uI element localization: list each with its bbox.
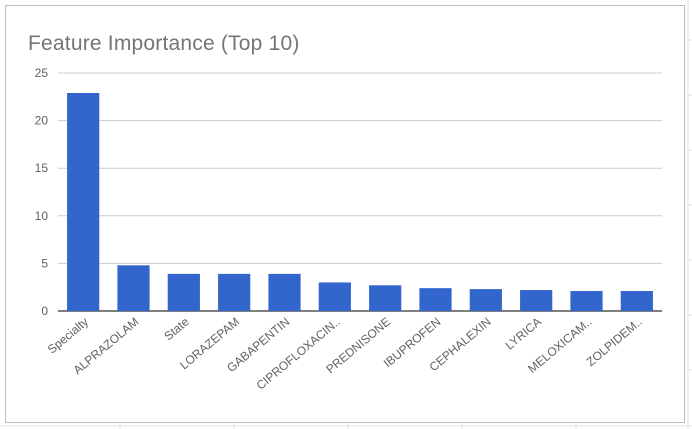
bar	[419, 288, 452, 311]
y-tick-label: 0	[41, 304, 48, 318]
x-tick-label: LYRICA	[503, 315, 545, 353]
y-tick-label: 10	[35, 209, 49, 223]
y-tick-label: 25	[35, 66, 49, 80]
x-tick-label: ZOLPIDEM..	[584, 315, 645, 369]
bar	[369, 285, 402, 311]
y-tick-label: 15	[35, 161, 49, 175]
y-tick-label: 5	[41, 256, 48, 270]
x-tick-label: CIPROFLOXACIN..	[254, 315, 343, 393]
chart-title: Feature Importance (Top 10)	[28, 32, 300, 55]
bar	[117, 265, 150, 311]
y-tick-label: 20	[35, 114, 49, 128]
x-tick-label: Specialty	[45, 315, 91, 357]
bar	[67, 92, 100, 311]
bar	[218, 273, 251, 311]
x-tick-label: State	[161, 314, 192, 343]
bar	[520, 290, 553, 311]
chart-card: Feature Importance (Top 10)	[5, 5, 685, 423]
bar	[167, 273, 200, 311]
bar	[469, 289, 502, 311]
bar	[620, 291, 653, 311]
bar	[570, 291, 603, 311]
bar	[318, 282, 351, 311]
bar	[268, 273, 301, 311]
